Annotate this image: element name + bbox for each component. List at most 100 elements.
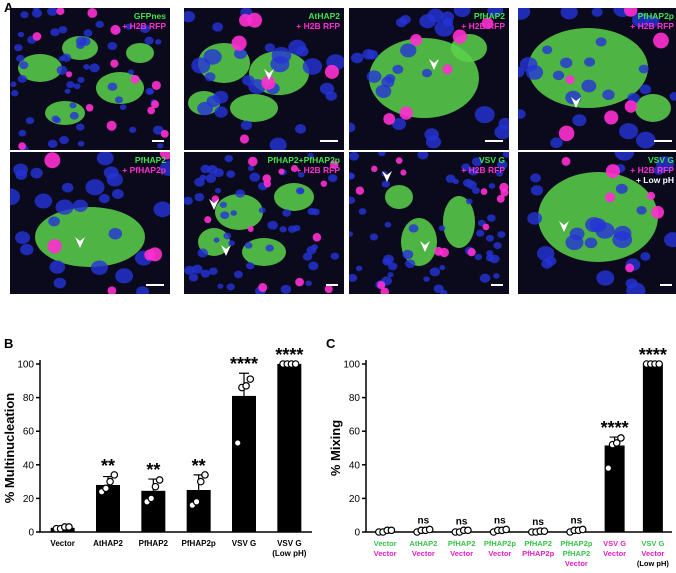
category-label: VSV G: [232, 539, 256, 548]
micrograph-label-line: + H2B RFP: [630, 21, 674, 31]
y-axis-label: % Mixing: [328, 420, 343, 476]
micrograph-label-line: PfHAP2: [473, 11, 505, 21]
data-point: [201, 471, 209, 479]
data-point: [464, 526, 472, 535]
scale-bar: [491, 284, 503, 286]
micrograph-image: [10, 8, 170, 150]
category-label: Vector: [450, 549, 473, 558]
micrograph-gfpnes: GFPnes + H2B RFP: [10, 8, 170, 150]
micrograph-label: PfHAP2 + PfHAP2p: [122, 155, 166, 175]
bar: [642, 364, 663, 532]
significance-label: ns: [494, 515, 506, 526]
data-point: [147, 494, 156, 503]
category-label: VSV G: [277, 539, 301, 548]
data-point: [65, 523, 73, 531]
category-label: Vector: [565, 559, 588, 568]
category-label: (Low pH): [637, 559, 670, 568]
data-point: [604, 464, 613, 472]
data-point: [578, 525, 587, 534]
category-label: PfHAP2p: [484, 539, 517, 548]
data-point: [387, 526, 396, 535]
micrograph-label: VSV G + H2B RFP: [461, 155, 505, 175]
significance-label: ns: [571, 515, 583, 526]
micrograph-label-line: + H2B RFP: [461, 165, 505, 175]
micrograph-label-line: + H2B RFP: [296, 21, 340, 31]
significance-label: ns: [456, 516, 468, 527]
significance-label: ns: [532, 517, 544, 528]
micrograph-label: PfHAP2 + H2B RFP: [461, 11, 505, 31]
micrograph-image: [349, 8, 509, 150]
panel-b-letter: B: [4, 336, 14, 351]
micrograph-pfhap2plus: PfHAP2+PfHAP2p + H2B RFP: [184, 152, 344, 294]
chart-c-mixing: % Mixing020406080100VectorVectornsAtHAP2…: [328, 345, 672, 568]
micrograph-image: [10, 152, 170, 294]
micrograph-pfhap2p: PfHAP2p + H2B RFP: [518, 8, 676, 150]
micrograph-label: GFPnes + H2B RFP: [122, 11, 166, 31]
y-tick-label: 80: [23, 393, 35, 404]
significance-label: **: [101, 456, 115, 476]
micrograph-label-line: + H2B RFP: [461, 21, 505, 31]
significance-label: ns: [418, 515, 430, 526]
category-label: VSV G: [641, 539, 664, 548]
micrograph-label-line: PfHAP2: [134, 155, 166, 165]
panel-c-letter: C: [326, 336, 336, 351]
category-label: Vector: [374, 539, 397, 548]
scale-bar: [660, 284, 672, 286]
category-label: Vector: [488, 549, 511, 558]
scale-bar: [326, 284, 338, 286]
micrograph-label-line: + H2B RFP: [296, 165, 340, 175]
micrograph-label-line: AtHAP2: [308, 11, 340, 21]
y-tick-label: 60: [349, 427, 361, 438]
bar: [604, 445, 625, 532]
micrograph-athap2: AtHAP2 + H2B RFP: [184, 8, 344, 150]
category-label: VSV G: [603, 539, 626, 548]
y-tick-label: 20: [23, 494, 35, 505]
data-point: [540, 527, 549, 535]
data-point: [102, 484, 110, 493]
category-label: (Low pH): [272, 549, 307, 558]
data-point: [291, 360, 300, 368]
micrograph-label-line: VSV G: [479, 155, 505, 165]
category-label: AtHAP2: [93, 539, 123, 548]
micrograph-image: [184, 152, 344, 294]
micrograph-label-line: + H2B RFP: [630, 165, 674, 175]
significance-label: **: [146, 460, 160, 480]
category-label: PfHAP2: [563, 549, 591, 558]
data-point: [655, 360, 663, 368]
y-tick-label: 0: [28, 528, 34, 539]
micrograph-label-line: + H2B RFP: [122, 21, 166, 31]
y-tick-label: 80: [349, 393, 361, 404]
category-label: PfHAP2p: [522, 549, 555, 558]
data-point: [192, 497, 201, 506]
micrograph-label-line: + PfHAP2p: [122, 165, 166, 175]
chart-b-multinucleation: % Multinucleation 0 20 40 60 80 100 Vector ** AtH…: [2, 345, 312, 558]
data-point: [246, 375, 255, 383]
category-label: Vector: [641, 549, 664, 558]
data-point: [106, 477, 114, 486]
data-point: [617, 434, 625, 442]
data-point: [612, 439, 621, 447]
axes: [365, 360, 672, 533]
scale-bar: [152, 140, 164, 142]
panel-a-letter: A: [4, 0, 14, 15]
category-label: PfHAP2p: [560, 539, 593, 548]
bar: [232, 395, 256, 532]
micrograph-pfhap2-pfhap2p: PfHAP2 + PfHAP2p: [10, 152, 170, 294]
y-tick-label: 40: [349, 460, 361, 471]
micrograph-label: AtHAP2 + H2B RFP: [296, 11, 340, 31]
data-point: [110, 471, 119, 479]
data-point: [425, 525, 434, 534]
axes: [39, 360, 312, 533]
significance-label: ****: [230, 354, 258, 374]
y-tick-label: 60: [23, 427, 35, 438]
data-point: [502, 525, 510, 534]
category-label: PfHAP2: [139, 539, 169, 548]
y-tick-label: 100: [343, 360, 360, 371]
significance-label: ****: [275, 345, 303, 365]
y-tick-label: 40: [23, 460, 35, 471]
micrograph-label: VSV G + H2B RFP + Low pH: [630, 155, 674, 185]
significance-label: ****: [639, 345, 667, 365]
data-point: [233, 439, 242, 447]
category-label: Vector: [50, 539, 74, 548]
micrograph-label-line: + Low pH: [635, 175, 674, 185]
